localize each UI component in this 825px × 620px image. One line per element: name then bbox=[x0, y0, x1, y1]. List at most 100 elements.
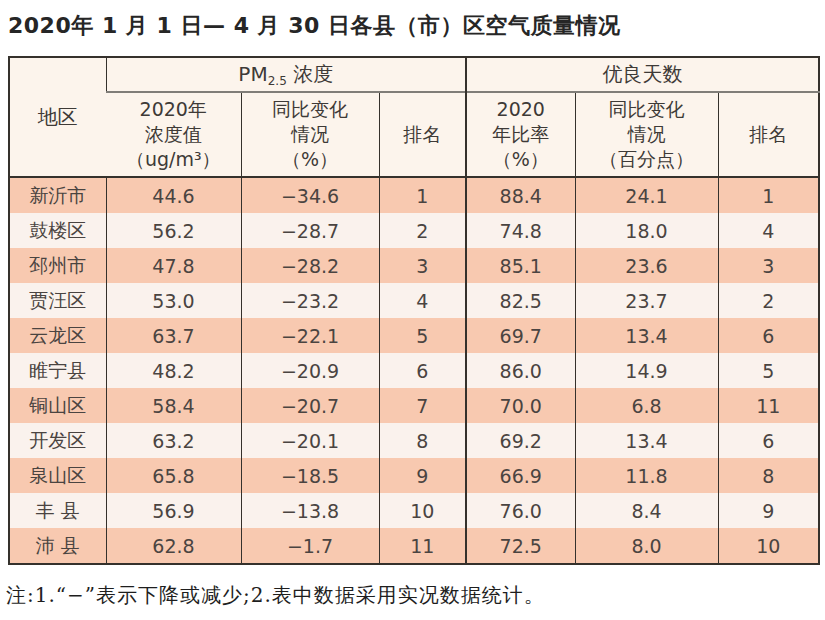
good-rank-cell: 10 bbox=[718, 528, 819, 564]
table-row: 贾汪区 53.0 −23.2 4 82.5 23.7 2 bbox=[9, 283, 819, 318]
pm25-change-cell: −28.7 bbox=[241, 213, 379, 248]
pm25-rank-cell: 11 bbox=[379, 528, 466, 564]
table-header: 地区 PM2.5 浓度 优良天数 2020年 浓度值 （ug/m³） 同比变化 … bbox=[9, 57, 819, 177]
table-row: 铜山区 58.4 −20.7 7 70.0 6.8 11 bbox=[9, 388, 819, 423]
good-rate-cell: 74.8 bbox=[466, 213, 575, 248]
good-rate-cell: 69.7 bbox=[466, 318, 575, 353]
pm25-rank-cell: 10 bbox=[379, 493, 466, 528]
good-change-cell: 8.4 bbox=[575, 493, 718, 528]
good-change-cell: 24.1 bbox=[575, 177, 718, 213]
good-rate-cell: 69.2 bbox=[466, 423, 575, 458]
pm25-value-cell: 56.9 bbox=[106, 493, 241, 528]
good-rate-cell: 76.0 bbox=[466, 493, 575, 528]
good-rank-cell: 8 bbox=[718, 458, 819, 493]
table-body: 新沂市 44.6 −34.6 1 88.4 24.1 1 鼓楼区 56.2 −2… bbox=[9, 177, 819, 564]
table-row: 新沂市 44.6 −34.6 1 88.4 24.1 1 bbox=[9, 177, 819, 213]
good-change-cell: 8.0 bbox=[575, 528, 718, 564]
pm25-rank-cell: 5 bbox=[379, 318, 466, 353]
good-rate-cell: 86.0 bbox=[466, 353, 575, 388]
column-header-region: 地区 bbox=[9, 57, 106, 177]
column-header-good-rank: 排名 bbox=[718, 92, 819, 177]
good-rank-cell: 3 bbox=[718, 248, 819, 283]
pm25-rank-cell: 4 bbox=[379, 283, 466, 318]
good-rank-cell: 4 bbox=[718, 213, 819, 248]
good-change-cell: 6.8 bbox=[575, 388, 718, 423]
table-row: 沛 县 62.8 −1.7 11 72.5 8.0 10 bbox=[9, 528, 819, 564]
pm25-value-cell: 47.8 bbox=[106, 248, 241, 283]
pm25-value-cell: 62.8 bbox=[106, 528, 241, 564]
good-rate-cell: 72.5 bbox=[466, 528, 575, 564]
pm25-subscript: 2.5 bbox=[268, 74, 287, 88]
table-row: 睢宁县 48.2 −20.9 6 86.0 14.9 5 bbox=[9, 353, 819, 388]
pm25-rank-cell: 1 bbox=[379, 177, 466, 213]
table-row: 开发区 63.2 −20.1 8 69.2 13.4 6 bbox=[9, 423, 819, 458]
pm25-value-cell: 58.4 bbox=[106, 388, 241, 423]
good-rank-cell: 6 bbox=[718, 318, 819, 353]
column-header-pm25-rank: 排名 bbox=[379, 92, 466, 177]
region-cell: 贾汪区 bbox=[9, 283, 106, 318]
region-cell: 云龙区 bbox=[9, 318, 106, 353]
region-cell: 邳州市 bbox=[9, 248, 106, 283]
pm25-value-cell: 63.7 bbox=[106, 318, 241, 353]
good-rank-cell: 5 bbox=[718, 353, 819, 388]
column-header-good-rate: 2020 年比率 （%） bbox=[466, 92, 575, 177]
region-cell: 鼓楼区 bbox=[9, 213, 106, 248]
good-change-cell: 14.9 bbox=[575, 353, 718, 388]
column-header-good-change: 同比变化 情况 （百分点） bbox=[575, 92, 718, 177]
pm25-value-cell: 48.2 bbox=[106, 353, 241, 388]
pm25-value-cell: 44.6 bbox=[106, 177, 241, 213]
pm25-value-cell: 63.2 bbox=[106, 423, 241, 458]
good-rank-cell: 6 bbox=[718, 423, 819, 458]
pm25-value-cell: 53.0 bbox=[106, 283, 241, 318]
good-rate-cell: 85.1 bbox=[466, 248, 575, 283]
good-rate-cell: 88.4 bbox=[466, 177, 575, 213]
column-header-pm25-value: 2020年 浓度值 （ug/m³） bbox=[106, 92, 241, 177]
region-cell: 开发区 bbox=[9, 423, 106, 458]
pm25-change-cell: −20.9 bbox=[241, 353, 379, 388]
good-rate-cell: 82.5 bbox=[466, 283, 575, 318]
pm25-change-cell: −13.8 bbox=[241, 493, 379, 528]
good-rank-cell: 9 bbox=[718, 493, 819, 528]
pm25-rank-cell: 3 bbox=[379, 248, 466, 283]
table-row: 鼓楼区 56.2 −28.7 2 74.8 18.0 4 bbox=[9, 213, 819, 248]
pm25-change-cell: −20.7 bbox=[241, 388, 379, 423]
pm25-change-cell: −28.2 bbox=[241, 248, 379, 283]
good-rate-cell: 70.0 bbox=[466, 388, 575, 423]
table-row: 丰 县 56.9 −13.8 10 76.0 8.4 9 bbox=[9, 493, 819, 528]
good-change-cell: 23.6 bbox=[575, 248, 718, 283]
pm25-value-cell: 56.2 bbox=[106, 213, 241, 248]
pm25-change-cell: −1.7 bbox=[241, 528, 379, 564]
region-cell: 丰 县 bbox=[9, 493, 106, 528]
pm25-change-cell: −23.2 bbox=[241, 283, 379, 318]
header-group-row: 地区 PM2.5 浓度 优良天数 bbox=[9, 57, 819, 92]
good-rank-cell: 2 bbox=[718, 283, 819, 318]
pm25-rank-cell: 2 bbox=[379, 213, 466, 248]
column-group-pm25: PM2.5 浓度 bbox=[106, 57, 466, 92]
good-rank-cell: 11 bbox=[718, 388, 819, 423]
column-header-pm25-change: 同比变化 情况 （%） bbox=[241, 92, 379, 177]
good-rank-cell: 1 bbox=[718, 177, 819, 213]
table-footnote: 注:1.“−”表示下降或减少;2.表中数据采用实况数据统计。 bbox=[6, 582, 825, 609]
pm25-value-cell: 65.8 bbox=[106, 458, 241, 493]
column-group-good-days: 优良天数 bbox=[466, 57, 819, 92]
good-change-cell: 13.4 bbox=[575, 423, 718, 458]
air-quality-table: 地区 PM2.5 浓度 优良天数 2020年 浓度值 （ug/m³） 同比变化 … bbox=[8, 56, 820, 565]
region-cell: 泉山区 bbox=[9, 458, 106, 493]
pm25-rank-cell: 9 bbox=[379, 458, 466, 493]
pm25-change-cell: −20.1 bbox=[241, 423, 379, 458]
pm25-rank-cell: 6 bbox=[379, 353, 466, 388]
header-sub-row: 2020年 浓度值 （ug/m³） 同比变化 情况 （%） 排名 2020 年比… bbox=[9, 92, 819, 177]
region-cell: 沛 县 bbox=[9, 528, 106, 564]
good-change-cell: 11.8 bbox=[575, 458, 718, 493]
region-cell: 新沂市 bbox=[9, 177, 106, 213]
good-change-cell: 18.0 bbox=[575, 213, 718, 248]
good-rate-cell: 66.9 bbox=[466, 458, 575, 493]
page-title: 2020年 1 月 1 日— 4 月 30 日各县（市）区空气质量情况 bbox=[8, 11, 825, 41]
pm25-rank-cell: 8 bbox=[379, 423, 466, 458]
region-cell: 睢宁县 bbox=[9, 353, 106, 388]
region-cell: 铜山区 bbox=[9, 388, 106, 423]
pm25-label-suffix: 浓度 bbox=[287, 62, 333, 86]
pm25-rank-cell: 7 bbox=[379, 388, 466, 423]
table-row: 云龙区 63.7 −22.1 5 69.7 13.4 6 bbox=[9, 318, 819, 353]
table-row: 邳州市 47.8 −28.2 3 85.1 23.6 3 bbox=[9, 248, 819, 283]
